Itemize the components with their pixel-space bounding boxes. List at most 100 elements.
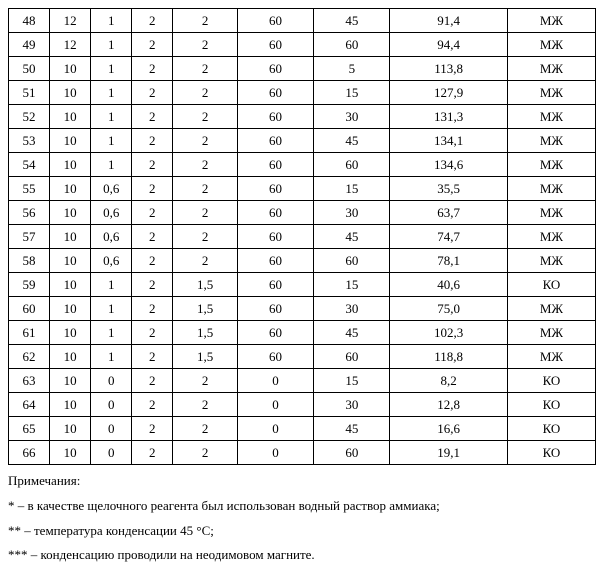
table-cell: 45 [314,9,390,33]
table-cell: 60 [237,153,313,177]
table-cell: 2 [132,417,173,441]
table-row: 57100,622604574,7МЖ [9,225,596,249]
table-row: 4912122606094,4МЖ [9,33,596,57]
table-cell: 10 [50,345,91,369]
table-cell: 2 [173,105,238,129]
table-cell: 10 [50,225,91,249]
table-cell: МЖ [507,105,595,129]
table-cell: 57 [9,225,50,249]
table-cell: 1 [91,9,132,33]
table-cell: 1 [91,345,132,369]
table-cell: 1 [91,153,132,177]
table-cell: КО [507,273,595,297]
table-cell: 1,5 [173,321,238,345]
table-cell: 2 [173,33,238,57]
table-cell: 10 [50,81,91,105]
table-cell: 60 [314,153,390,177]
table-cell: 60 [314,33,390,57]
table-cell: 60 [237,249,313,273]
table-cell: 60 [314,441,390,465]
table-cell: 1 [91,105,132,129]
table-cell: КО [507,417,595,441]
table-cell: 60 [237,297,313,321]
table-cell: 60 [237,105,313,129]
table-cell: 15 [314,273,390,297]
table-cell: 0,6 [91,177,132,201]
data-table: 4812122604591,4МЖ4912122606094,4МЖ501012… [8,8,596,465]
table-cell: 2 [173,417,238,441]
table-cell: 1 [91,81,132,105]
table-cell: 2 [173,129,238,153]
note-3: *** – конденсацию проводили на неодимово… [8,545,596,566]
table-cell: 1,5 [173,297,238,321]
table-cell: 61 [9,321,50,345]
table-cell: 2 [132,129,173,153]
table-cell: 10 [50,57,91,81]
table-cell: 45 [314,129,390,153]
table-row: 6110121,56045102,3МЖ [9,321,596,345]
table-cell: 0 [91,417,132,441]
table-cell: 65 [9,417,50,441]
table-row: 661002206019,1КО [9,441,596,465]
table-cell: 1,5 [173,345,238,369]
table-cell: КО [507,369,595,393]
table-row: 6210121,56060118,8МЖ [9,345,596,369]
table-row: 52101226030131,3МЖ [9,105,596,129]
table-cell: 10 [50,417,91,441]
table-cell: 0 [91,369,132,393]
table-cell: 50 [9,57,50,81]
table-row: 641002203012,8КО [9,393,596,417]
notes-block: Примечания: * – в качестве щелочного реа… [8,471,596,566]
table-cell: 127,9 [390,81,507,105]
table-cell: 94,4 [390,33,507,57]
table-cell: 10 [50,249,91,273]
table-cell: КО [507,441,595,465]
table-cell: 16,6 [390,417,507,441]
table-cell: 60 [237,9,313,33]
table-cell: 60 [237,273,313,297]
table-row: 53101226045134,1МЖ [9,129,596,153]
table-cell: 2 [173,81,238,105]
table-cell: 60 [237,129,313,153]
table-cell: 10 [50,129,91,153]
table-cell: 10 [50,441,91,465]
table-cell: 10 [50,297,91,321]
table-cell: 12 [50,9,91,33]
table-cell: 2 [173,441,238,465]
table-cell: 2 [173,393,238,417]
table-cell: 45 [314,321,390,345]
table-cell: 63,7 [390,201,507,225]
table-cell: 2 [132,9,173,33]
table-cell: 60 [237,57,313,81]
table-cell: 12,8 [390,393,507,417]
table-cell: 60 [237,177,313,201]
table-cell: 1 [91,321,132,345]
table-row: 4812122604591,4МЖ [9,9,596,33]
table-cell: КО [507,393,595,417]
table-cell: 60 [237,201,313,225]
table-cell: 102,3 [390,321,507,345]
table-cell: 0 [237,369,313,393]
table-cell: 58 [9,249,50,273]
table-cell: 0,6 [91,201,132,225]
table-cell: 10 [50,177,91,201]
table-cell: 63 [9,369,50,393]
table-cell: 60 [237,33,313,57]
table-cell: 1 [91,57,132,81]
table-cell: 2 [132,345,173,369]
table-row: 58100,622606078,1МЖ [9,249,596,273]
table-cell: 2 [173,201,238,225]
table-cell: 2 [132,225,173,249]
table-cell: 60 [237,321,313,345]
table-cell: 10 [50,273,91,297]
table-cell: 1 [91,297,132,321]
table-cell: 2 [132,177,173,201]
table-cell: 30 [314,201,390,225]
table-row: 5010122605113,8МЖ [9,57,596,81]
table-cell: МЖ [507,345,595,369]
table-cell: 2 [173,249,238,273]
table-cell: 51 [9,81,50,105]
table-cell: 5 [314,57,390,81]
table-cell: 10 [50,153,91,177]
table-cell: 62 [9,345,50,369]
